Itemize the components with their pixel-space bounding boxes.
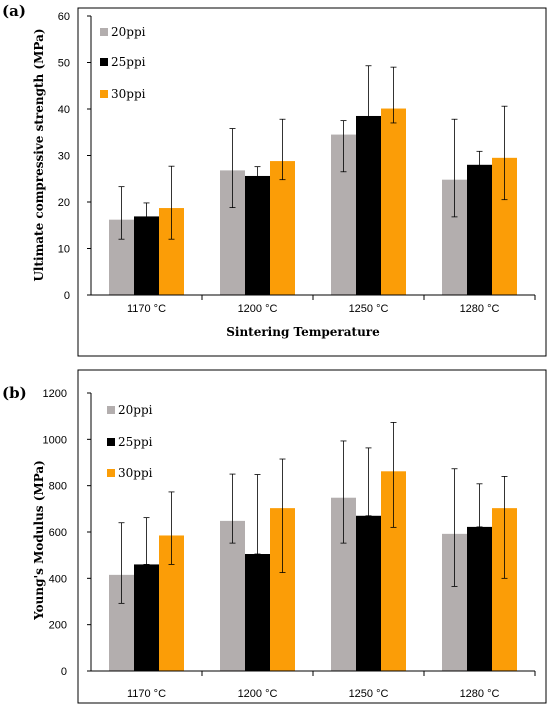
y-tick-label: 800 bbox=[49, 481, 67, 493]
y-tick-label: 1200 bbox=[43, 388, 67, 400]
legend-swatch-25ppi bbox=[100, 58, 108, 66]
y-tick-label: 60 bbox=[58, 11, 70, 23]
x-tick-label: 1170 °C bbox=[127, 303, 166, 315]
y-tick-label: 40 bbox=[58, 104, 70, 116]
y-tick-label: 30 bbox=[58, 151, 70, 163]
y-tick-label: 200 bbox=[49, 620, 67, 632]
x-tick-label: 1200 °C bbox=[238, 688, 278, 700]
y-axis-title-b: Young's Modulus (MPa) bbox=[32, 460, 46, 621]
bar-30ppi-2 bbox=[381, 108, 406, 295]
x-tick-label: 1280 °C bbox=[460, 303, 500, 315]
y-axis-title-a: Ultimate compressive strength (MPa) bbox=[32, 28, 46, 281]
bars-b bbox=[109, 422, 517, 671]
y-tick-label: 20 bbox=[58, 197, 70, 209]
bar-25ppi-1 bbox=[245, 554, 270, 671]
x-tick-label: 1170 °C bbox=[127, 688, 166, 700]
x-axis-title-a: Sintering Temperature bbox=[226, 325, 380, 339]
legend-swatch-30ppi bbox=[107, 469, 115, 477]
y-tick-label: 50 bbox=[58, 58, 70, 70]
legend-swatch-20ppi bbox=[100, 28, 108, 36]
y-tick-label: 0 bbox=[64, 290, 70, 302]
bar-25ppi-3 bbox=[467, 164, 492, 295]
bar-25ppi-3 bbox=[467, 526, 492, 671]
legend-swatch-25ppi bbox=[107, 438, 115, 446]
y-axis-a: 0 10 20 30 40 50 60 bbox=[58, 11, 92, 302]
y-tick-label: 10 bbox=[58, 244, 70, 256]
x-axis-b: 1170 °C 1200 °C 1250 °C 1280 °C bbox=[91, 670, 536, 700]
bar-25ppi-0 bbox=[134, 564, 159, 671]
y-axis-b: 0 200 400 600 800 1000 1200 bbox=[43, 388, 92, 678]
y-tick-label: 1000 bbox=[43, 434, 67, 446]
legend-label: 25ppi bbox=[118, 435, 153, 449]
legend-swatch-30ppi bbox=[100, 90, 108, 98]
chart-frame-a bbox=[77, 7, 547, 357]
y-tick-label: 0 bbox=[61, 666, 67, 678]
y-tick-label: 600 bbox=[49, 527, 67, 539]
y-tick-label: 400 bbox=[49, 573, 67, 585]
legend-a: 20ppi 25ppi 30ppi bbox=[100, 25, 146, 101]
legend-label: 30ppi bbox=[118, 466, 153, 480]
bars-a bbox=[109, 65, 517, 295]
legend-b: 20ppi 25ppi 30ppi bbox=[107, 403, 153, 480]
chart-panel-b: (b) 0 200 400 600 800 1000 1200 1170 °C 1200 °C… bbox=[2, 369, 547, 704]
bar-20ppi-1 bbox=[220, 520, 245, 671]
bar-25ppi-2 bbox=[356, 515, 381, 671]
legend-label: 20ppi bbox=[118, 403, 153, 417]
chart-frame-b bbox=[77, 369, 547, 704]
x-tick-label: 1250 °C bbox=[349, 303, 389, 315]
legend-swatch-20ppi bbox=[107, 406, 115, 414]
x-tick-label: 1250 °C bbox=[349, 688, 389, 700]
x-axis-a: 1170 °C 1200 °C 1250 °C 1280 °C bbox=[91, 294, 536, 315]
legend-label: 25ppi bbox=[111, 55, 146, 69]
x-tick-label: 1280 °C bbox=[460, 688, 500, 700]
x-tick-label: 1200 °C bbox=[238, 303, 278, 315]
panel-label-b: (b) bbox=[2, 384, 27, 402]
bar-30ppi-1 bbox=[270, 161, 295, 295]
legend-label: 30ppi bbox=[111, 87, 146, 101]
panel-label-a: (a) bbox=[2, 2, 26, 20]
legend-label: 20ppi bbox=[111, 25, 146, 39]
